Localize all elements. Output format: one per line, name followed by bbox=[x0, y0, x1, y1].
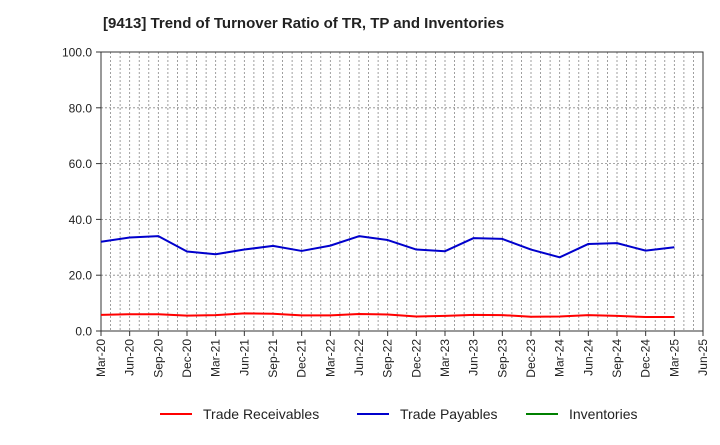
x-tick-label: Sep-21 bbox=[266, 339, 280, 378]
x-tick-label: Mar-22 bbox=[323, 339, 337, 377]
x-tick-label: Jun-25 bbox=[696, 339, 710, 376]
x-tick-label: Sep-24 bbox=[610, 339, 624, 378]
y-tick-label: 100.0 bbox=[62, 46, 92, 60]
x-tick-label: Jun-24 bbox=[581, 339, 595, 376]
y-tick-label: 60.0 bbox=[69, 157, 93, 171]
plot-frame bbox=[100, 51, 704, 332]
x-tick-label: Sep-23 bbox=[495, 339, 509, 378]
y-tick-label: 0.0 bbox=[75, 325, 92, 339]
x-tick-label: Mar-21 bbox=[209, 339, 223, 377]
plot-area bbox=[101, 52, 703, 331]
legend-label-trade-payables: Trade Payables bbox=[400, 406, 498, 422]
series-line-trade-payables bbox=[100, 235, 675, 259]
x-tick-label: Dec-22 bbox=[409, 339, 423, 378]
x-tick-label: Dec-23 bbox=[524, 339, 538, 378]
x-tick-label: Mar-24 bbox=[553, 339, 567, 377]
series-line-trade-receivables bbox=[100, 312, 675, 319]
x-tick-label: Dec-24 bbox=[639, 339, 653, 378]
x-tick-label: Dec-21 bbox=[295, 339, 309, 378]
chart-title: [9413] Trend of Turnover Ratio of TR, TP… bbox=[103, 15, 505, 32]
x-tick-label: Sep-22 bbox=[381, 339, 395, 378]
x-tick-label: Mar-25 bbox=[667, 339, 681, 377]
x-tick-label: Jun-20 bbox=[123, 339, 137, 376]
y-tick-label: 20.0 bbox=[69, 269, 93, 283]
legend-label-trade-receivables: Trade Receivables bbox=[203, 406, 319, 422]
x-tick-label: Jun-22 bbox=[352, 339, 366, 376]
y-tick-label: 40.0 bbox=[69, 213, 93, 227]
x-tick-label: Jun-23 bbox=[467, 339, 481, 376]
x-tick-label: Sep-20 bbox=[151, 339, 165, 378]
legend-label-inventories: Inventories bbox=[569, 406, 637, 422]
y-tick-label: 80.0 bbox=[69, 101, 93, 115]
x-tick-label: Jun-21 bbox=[237, 339, 251, 376]
x-tick-label: Dec-20 bbox=[180, 339, 194, 378]
x-tick-label: Mar-20 bbox=[94, 339, 108, 377]
x-tick-label: Mar-23 bbox=[438, 339, 452, 377]
